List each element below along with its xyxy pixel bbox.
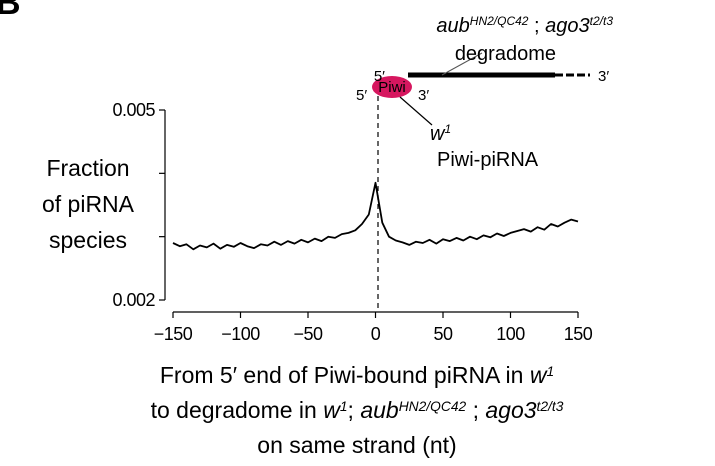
annotation-run: aub <box>436 15 469 37</box>
x-tick-label: −100 <box>221 324 260 344</box>
y-tick-label: 0.002 <box>112 290 155 310</box>
x-axis-label-run: From 5′ end of Piwi-bound piRNA in <box>160 362 530 388</box>
pointer <box>399 96 433 126</box>
annotation-run: t2/t3 <box>590 14 614 28</box>
annotation-run: 3′ <box>598 68 609 85</box>
x-tick-label: 50 <box>433 324 453 344</box>
annotation-run: Piwi-piRNA <box>437 149 539 171</box>
x-axis-label-run: to degradome in <box>151 397 324 423</box>
x-axis-label-run: aub <box>360 397 399 423</box>
x-axis-label-run: ; <box>348 397 361 423</box>
annotation: w1 <box>430 122 451 145</box>
annotation-run: 5′ <box>356 87 367 104</box>
x-axis-label-run: HN2/QC42 <box>399 399 467 414</box>
panel-label: B <box>0 0 21 22</box>
annotation-run: 5′ <box>374 68 385 85</box>
x-axis-label-run: on same strand (nt) <box>257 432 456 458</box>
annotation: 5′ <box>374 68 385 85</box>
annotation-run: degradome <box>455 43 556 65</box>
y-tick-label: 0.005 <box>112 100 155 120</box>
annotation-run: Piwi <box>378 79 406 96</box>
x-axis-label-run: 1 <box>546 364 554 379</box>
annotation: 3′ <box>598 68 609 85</box>
x-axis-label-run: ago3 <box>485 397 536 423</box>
annotation-run: ago3 <box>545 15 590 37</box>
x-tick-label: 150 <box>564 324 593 344</box>
annotation: 5′ <box>356 87 367 104</box>
annotation: 3′ <box>418 87 429 104</box>
y-axis-label: species <box>49 227 127 253</box>
annotation-run: 3′ <box>418 87 429 104</box>
x-axis-label: From 5′ end of Piwi-bound piRNA in w1 <box>160 362 554 388</box>
y-axis-label: of piRNA <box>42 191 135 217</box>
annotation-run: ; <box>528 15 545 37</box>
annotation-run: 1 <box>444 122 451 136</box>
x-axis-label-run: 1 <box>340 399 348 414</box>
x-tick-label: −150 <box>154 324 193 344</box>
annotation-run: HN2/QC42 <box>470 14 529 28</box>
x-tick-label: 0 <box>371 324 381 344</box>
annotation: Piwi <box>378 79 406 96</box>
pointer <box>441 52 483 76</box>
x-axis-label: to degradome in w1; aubHN2/QC42 ; ago3t2… <box>151 397 564 423</box>
annotation-run: w <box>430 123 446 145</box>
data-line <box>172 181 579 251</box>
piwi-protein <box>372 76 412 98</box>
x-axis-label-run: w <box>530 362 548 388</box>
x-tick-label: 100 <box>496 324 525 344</box>
x-axis-label: on same strand (nt) <box>257 432 456 458</box>
annotation: degradome <box>455 43 556 65</box>
annotation: Piwi-piRNA <box>437 149 539 171</box>
x-axis-label-run: t2/t3 <box>537 399 564 414</box>
x-axis-label-run: w <box>323 397 341 423</box>
y-axis-label: Fraction <box>46 155 129 181</box>
x-axis-label-run: ; <box>466 397 485 423</box>
annotation: aubHN2/QC42 ; ago3t2/t3 <box>436 14 613 37</box>
x-tick-label: −50 <box>293 324 323 344</box>
